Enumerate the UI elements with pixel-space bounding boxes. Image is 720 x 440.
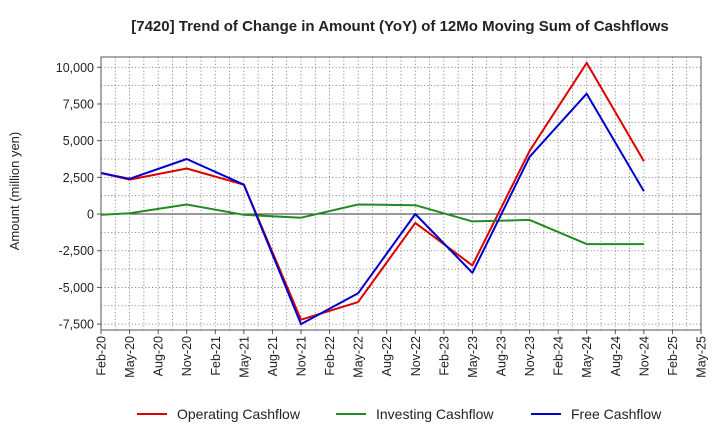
x-tick-label: Aug-22 [380, 336, 394, 376]
x-tick-label: Feb-22 [323, 336, 337, 376]
x-tick-label: Nov-23 [523, 336, 537, 376]
x-tick-label: Nov-24 [637, 336, 651, 376]
y-tick-label: 5,000 [63, 134, 94, 148]
x-tick-label: Feb-20 [95, 336, 109, 376]
legend-label: Operating Cashflow [177, 406, 301, 422]
y-axis-ticks: 10,000 7,500 5,000 2,500 0 -2,500 -5,000 -7,500 [56, 61, 101, 332]
x-tick-label: May-25 [695, 336, 709, 378]
y-tick-label: 0 [87, 208, 94, 222]
grid [100, 57, 702, 330]
x-tick-label: Aug-23 [495, 336, 509, 376]
x-tick-label: May-23 [466, 336, 480, 378]
x-tick-label: Feb-24 [552, 336, 566, 376]
x-tick-label: May-24 [580, 336, 594, 378]
series-line-investing-cashflow [100, 203, 644, 246]
x-tick-label: Feb-21 [209, 336, 223, 376]
x-axis-ticks: Feb-20 May-20 Aug-20 Nov-20 Feb-21 May-21 Aug-… [95, 330, 709, 378]
x-tick-label: Aug-24 [609, 336, 623, 376]
y-tick-label: 10,000 [56, 61, 94, 75]
y-tick-label: -5,000 [59, 281, 94, 295]
x-tick-label: May-21 [237, 336, 251, 378]
y-tick-label: -2,500 [59, 244, 94, 258]
x-tick-label: Feb-23 [437, 336, 451, 376]
y-tick-label: -7,500 [59, 318, 94, 332]
x-tick-label: May-22 [352, 336, 366, 378]
series-lines [100, 61, 645, 326]
legend: Operating Cashflow Investing Cashflow Free… [137, 406, 662, 422]
plot-area [100, 56, 702, 331]
y-tick-label: 7,500 [63, 97, 94, 111]
legend-label: Investing Cashflow [376, 406, 494, 422]
series-line-free-cashflow [100, 92, 645, 326]
x-tick-label: May-20 [123, 336, 137, 378]
series-line-operating-cashflow [100, 61, 645, 321]
x-tick-label: Nov-21 [295, 336, 309, 376]
legend-label: Free Cashflow [571, 406, 662, 422]
x-tick-label: Nov-22 [409, 336, 423, 376]
x-tick-label: Aug-21 [266, 336, 280, 376]
chart-title: [7420] Trend of Change in Amount (YoY) o… [131, 18, 669, 35]
x-tick-label: Feb-25 [666, 336, 680, 376]
x-tick-label: Nov-20 [180, 336, 194, 376]
x-tick-label: Aug-20 [152, 336, 166, 376]
y-tick-label: 2,500 [63, 171, 94, 185]
y-axis-label: Amount (million yen) [7, 132, 22, 251]
